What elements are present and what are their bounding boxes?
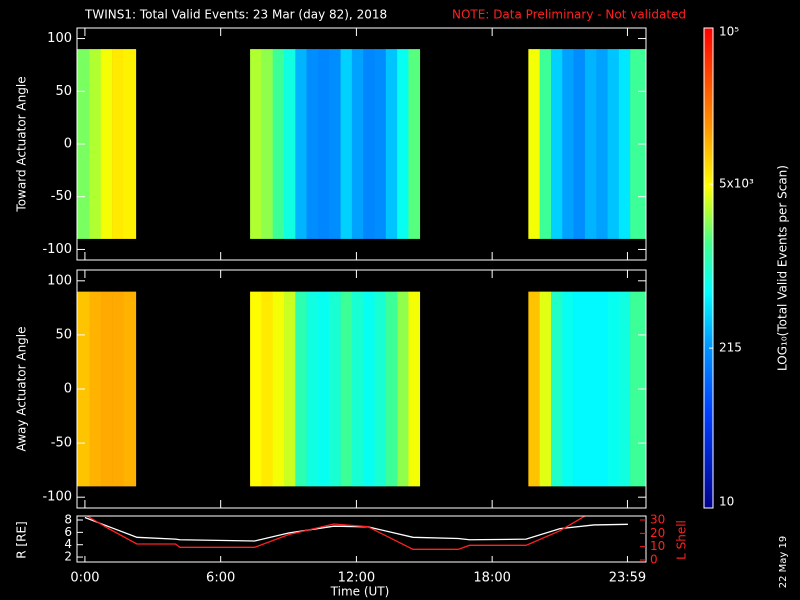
colorbar-tick-label: 10 xyxy=(719,495,734,509)
heat-cell xyxy=(573,49,586,239)
y-tick-label: 100 xyxy=(47,31,72,46)
heat-cell xyxy=(317,291,330,487)
heat-cell xyxy=(284,291,296,487)
series-line xyxy=(84,516,628,542)
heat-cell xyxy=(363,291,375,487)
heat-cell xyxy=(607,49,620,239)
heat-cell xyxy=(584,291,597,487)
heat-cell xyxy=(584,49,597,239)
heat-cell xyxy=(340,49,353,239)
heat-cell xyxy=(397,291,409,487)
heat-cell xyxy=(329,49,341,239)
y-tick-label: -50 xyxy=(51,436,72,451)
y-axis-label: R [RE] xyxy=(15,521,29,558)
y2-tick-label: 10 xyxy=(650,539,665,553)
colorbar xyxy=(703,27,714,509)
y-axis-label: Toward Actuator Angle xyxy=(15,76,29,212)
heat-cell xyxy=(306,291,319,487)
heat-cell xyxy=(295,49,307,239)
colorbar-label: LOG₁₀(Total Valid Events per Scan) xyxy=(776,165,790,371)
heat-cell xyxy=(250,291,262,487)
heat-cell xyxy=(385,49,398,239)
heat-cell xyxy=(607,291,620,487)
series-line xyxy=(85,516,587,550)
heat-cell xyxy=(123,49,137,239)
y2-tick-label: 20 xyxy=(650,526,665,540)
y-tick-label: 6 xyxy=(64,525,72,539)
x-tick-label: 23:59 xyxy=(609,571,646,586)
y2-axis-label: L Shell xyxy=(675,520,689,560)
heat-cell xyxy=(89,291,102,487)
y-tick-label: 2 xyxy=(64,550,72,564)
heat-cell xyxy=(618,291,631,487)
heat-cell xyxy=(363,49,375,239)
heat-cell xyxy=(100,291,113,487)
plot-frame xyxy=(76,515,647,563)
line-group xyxy=(84,516,628,550)
heat-cell xyxy=(562,49,574,239)
heat-cell xyxy=(112,49,124,239)
y-tick-label: 100 xyxy=(47,273,72,288)
heat-cell xyxy=(112,291,124,487)
x-tick-label: 18:00 xyxy=(473,571,510,586)
heat-cell xyxy=(550,291,563,487)
y-tick-label: 4 xyxy=(64,537,72,551)
y-tick-label: 50 xyxy=(55,327,72,342)
heat-cell xyxy=(250,49,262,239)
heat-cell xyxy=(123,291,137,487)
heat-cell xyxy=(261,291,273,487)
heat-cell xyxy=(596,49,608,239)
heat-cell xyxy=(539,49,552,239)
y-tick-label: -100 xyxy=(42,490,72,505)
heat-cell xyxy=(528,49,540,239)
y-tick-label: -100 xyxy=(42,242,72,257)
heat-cell xyxy=(385,291,398,487)
chart-title: TWINS1: Total Valid Events: 23 Mar (day … xyxy=(84,8,387,22)
heat-cell xyxy=(306,49,319,239)
x-tick-label: 12:00 xyxy=(338,571,375,586)
heat-cell xyxy=(351,49,364,239)
heat-cell xyxy=(340,291,353,487)
y-tick-label: 50 xyxy=(55,84,72,99)
x-tick-label: 6:00 xyxy=(206,571,235,586)
heat-cell xyxy=(550,49,563,239)
x-tick-label: 0:00 xyxy=(70,571,99,586)
heat-cell xyxy=(562,291,574,487)
heat-cell xyxy=(100,49,113,239)
heat-cell xyxy=(596,291,608,487)
heat-cell xyxy=(539,291,552,487)
heat-cell xyxy=(408,49,421,239)
heat-cell xyxy=(374,291,387,487)
x-axis-label: Time (UT) xyxy=(330,585,390,599)
heat-cell xyxy=(408,291,421,487)
y-tick-label: -50 xyxy=(51,189,72,204)
heat-cell xyxy=(295,291,307,487)
colorbar-tick-label: 5x10³ xyxy=(719,177,754,191)
y2-tick-label: 0 xyxy=(650,553,658,567)
y-tick-label: 0 xyxy=(64,137,72,152)
heat-cell xyxy=(261,49,273,239)
heat-cell xyxy=(528,291,540,487)
y2-tick-label: 30 xyxy=(650,513,665,527)
heat-cell xyxy=(272,291,285,487)
heat-cell xyxy=(317,49,330,239)
heat-cell xyxy=(329,291,341,487)
colorbar-tick-label: 10⁵ xyxy=(719,25,739,39)
heat-cell xyxy=(272,49,285,239)
heat-cell xyxy=(89,49,102,239)
note: NOTE: Data Preliminary - Not validated xyxy=(452,8,686,22)
y-tick-label: 0 xyxy=(64,382,72,397)
heat-cell xyxy=(573,291,586,487)
y-tick-label: 8 xyxy=(64,513,72,527)
heat-cell xyxy=(618,49,631,239)
heat-cell xyxy=(284,49,296,239)
heat-cell xyxy=(374,49,387,239)
date-stamp: 22 May 19 xyxy=(778,536,789,588)
colorbar-tick-label: 215 xyxy=(719,341,742,355)
heat-cell xyxy=(397,49,409,239)
heat-cell xyxy=(351,291,364,487)
y-axis-label: Away Actuator Angle xyxy=(15,326,29,451)
